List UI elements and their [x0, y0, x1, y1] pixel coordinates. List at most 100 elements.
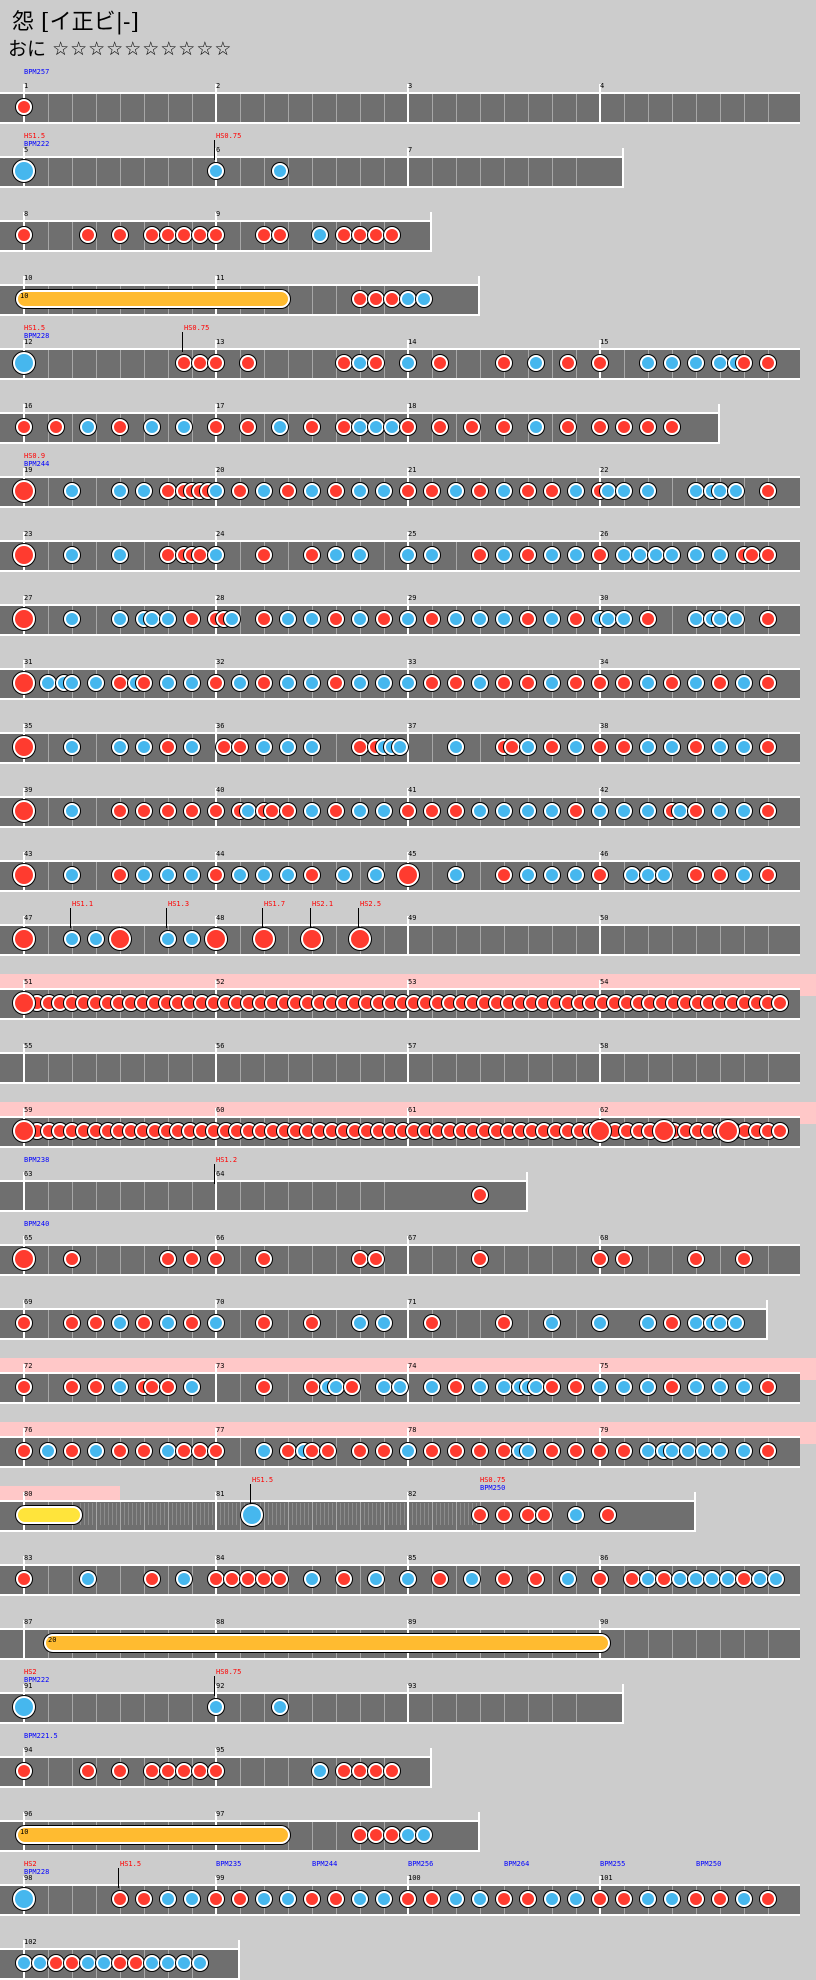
measure-number: 60: [216, 1106, 225, 1114]
beat-line: [144, 1694, 145, 1722]
measure-number: 51: [24, 978, 33, 986]
don-note: [64, 1251, 80, 1267]
chart-row: 35 36 37 38: [0, 704, 816, 764]
don-note: [112, 803, 128, 819]
chart-row: 94 95 BPM221.5: [0, 1728, 816, 1788]
beat-line: [744, 94, 745, 122]
beat-line: [240, 94, 241, 122]
measure-number: 14: [408, 338, 417, 346]
don-note: [16, 1443, 32, 1459]
scroll-change: HS1.5: [252, 1476, 274, 1484]
don-note: [592, 867, 608, 883]
don-note: [80, 227, 96, 243]
ka-note: [416, 1827, 432, 1843]
scroll-change: HS1.5: [24, 324, 46, 332]
ka-note: [304, 1571, 320, 1587]
ka-note: [544, 1891, 560, 1907]
don-note: [328, 1891, 344, 1907]
don-note: [272, 1571, 288, 1587]
big-ka-note: [13, 1888, 35, 1910]
don-note: [304, 867, 320, 883]
ka-note: [304, 611, 320, 627]
measure-number: 10: [24, 274, 33, 282]
don-note: [232, 739, 248, 755]
beat-line: [456, 542, 457, 570]
measure-number: 85: [408, 1554, 417, 1562]
measure-number: 81: [216, 1490, 225, 1498]
don-note: [520, 675, 536, 691]
barline: [622, 148, 624, 188]
beat-line: [240, 1694, 241, 1722]
barline: [478, 1812, 480, 1852]
ka-note: [688, 355, 704, 371]
ka-note: [160, 675, 176, 691]
don-note: [304, 1443, 320, 1459]
ka-note: [376, 483, 392, 499]
beat-line: [264, 1182, 265, 1210]
measure-number: 31: [24, 658, 33, 666]
don-note: [176, 1443, 192, 1459]
beat-line: [48, 798, 49, 826]
beat-line: [480, 1694, 481, 1722]
ka-note: [568, 1891, 584, 1907]
beat-line: [672, 606, 673, 634]
measure-number: 5: [24, 146, 29, 154]
don-note: [424, 483, 440, 499]
don-note: [336, 1571, 352, 1587]
ka-note: [736, 1891, 752, 1907]
note-lane: [0, 92, 800, 124]
beat-line: [288, 1310, 289, 1338]
scroll-marker: [118, 1868, 119, 1888]
beat-line: [552, 1054, 553, 1082]
ka-note: [232, 675, 248, 691]
measure-number: 59: [24, 1106, 33, 1114]
ka-note: [448, 739, 464, 755]
scroll-marker: [70, 908, 71, 928]
don-note: [144, 1763, 160, 1779]
ka-note: [136, 483, 152, 499]
beat-line: [552, 1694, 553, 1722]
beat-line: [720, 94, 721, 122]
don-note: [664, 1315, 680, 1331]
beat-line: [648, 94, 649, 122]
beat-line: [504, 1054, 505, 1082]
beat-line: [288, 1566, 289, 1594]
scroll-change: HS2.1: [312, 900, 334, 908]
don-note: [528, 1571, 544, 1587]
ka-note: [64, 611, 80, 627]
beat-line: [552, 926, 553, 954]
measure-number: 87: [24, 1618, 33, 1626]
ka-note: [496, 611, 512, 627]
ka-note: [712, 1315, 728, 1331]
scroll-marker: [250, 1484, 251, 1504]
ka-note: [176, 1571, 192, 1587]
ka-note: [112, 739, 128, 755]
ka-note: [160, 867, 176, 883]
beat-line: [624, 926, 625, 954]
chart-row: 96 97 10: [0, 1792, 816, 1852]
ka-note: [496, 1379, 512, 1395]
beat-line: [72, 1182, 73, 1210]
don-note: [336, 227, 352, 243]
don-note: [640, 611, 656, 627]
beat-line: [120, 1054, 121, 1082]
beat-line: [552, 350, 553, 378]
beat-line: [192, 94, 193, 122]
don-note: [136, 803, 152, 819]
don-note: [336, 1763, 352, 1779]
measure-number: 89: [408, 1618, 417, 1626]
scroll-change: HS1.7: [264, 900, 286, 908]
ka-note: [736, 675, 752, 691]
ka-note: [568, 739, 584, 755]
measure-number: 76: [24, 1426, 33, 1434]
ka-note: [352, 1891, 368, 1907]
beat-line: [432, 1502, 433, 1530]
don-note: [208, 867, 224, 883]
measure-number: 22: [600, 466, 609, 474]
don-note: [592, 355, 608, 371]
beat-line: [48, 1374, 49, 1402]
chart-row: 98 99 100 101 HS2 BPM228 HS1.5 BPM235 BPM244 BPM2…: [0, 1856, 816, 1916]
don-note: [592, 547, 608, 563]
beat-line: [456, 1502, 457, 1530]
ka-note: [352, 1315, 368, 1331]
